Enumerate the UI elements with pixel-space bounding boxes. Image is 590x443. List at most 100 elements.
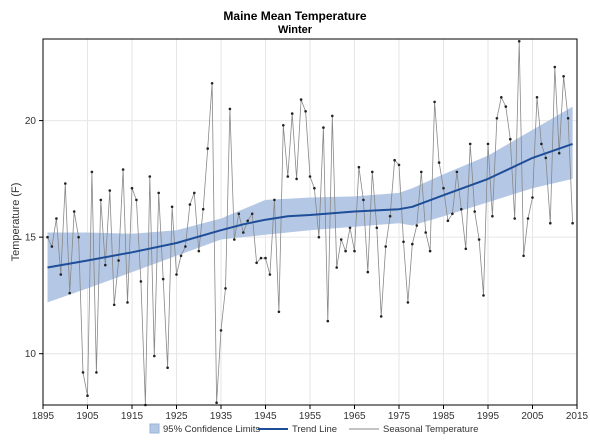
seasonal-point bbox=[348, 226, 352, 230]
seasonal-point bbox=[393, 158, 396, 162]
seasonal-point bbox=[282, 124, 285, 127]
confidence-band-area bbox=[47, 106, 573, 303]
seasonal-point bbox=[437, 161, 441, 164]
x-tick-label: 1925 bbox=[165, 411, 188, 422]
seasonal-point bbox=[268, 273, 272, 276]
seasonal-point bbox=[397, 163, 401, 167]
x-tick-label: 1985 bbox=[432, 411, 455, 422]
seasonal-point bbox=[566, 117, 570, 120]
seasonal-point bbox=[571, 221, 574, 225]
seasonal-point bbox=[540, 142, 543, 146]
seasonal-point bbox=[313, 186, 316, 190]
seasonal-point bbox=[504, 105, 508, 108]
seasonal-point bbox=[170, 205, 174, 209]
seasonal-point bbox=[77, 235, 80, 239]
seasonal-point bbox=[184, 245, 187, 248]
seasonal-point bbox=[509, 137, 512, 141]
seasonal-point bbox=[322, 126, 325, 129]
seasonal-point bbox=[379, 315, 383, 318]
legend-label: Trend Line bbox=[292, 424, 337, 435]
seasonal-point bbox=[135, 198, 138, 202]
seasonal-point bbox=[424, 231, 428, 234]
seasonal-point bbox=[215, 401, 218, 405]
legend-label: Seasonal Temperature bbox=[383, 424, 478, 435]
seasonal-point bbox=[50, 245, 54, 248]
seasonal-point bbox=[344, 249, 347, 253]
seasonal-point bbox=[55, 217, 58, 220]
seasonal-point bbox=[108, 189, 112, 192]
x-tick-label: 1955 bbox=[299, 411, 322, 422]
x-tick-label: 2005 bbox=[521, 411, 544, 422]
seasonal-point bbox=[201, 207, 205, 211]
seasonal-point bbox=[246, 219, 249, 223]
seasonal-point bbox=[331, 114, 334, 118]
seasonal-point bbox=[130, 186, 134, 190]
seasonal-point bbox=[371, 170, 374, 174]
seasonal-point bbox=[415, 224, 419, 227]
seasonal-point bbox=[259, 256, 263, 260]
seasonal-point bbox=[237, 212, 241, 216]
seasonal-point bbox=[299, 98, 303, 101]
seasonal-point bbox=[250, 212, 254, 216]
seasonal-point bbox=[317, 235, 321, 239]
seasonal-point bbox=[388, 214, 392, 218]
seasonal-point bbox=[188, 203, 192, 206]
x-tick-label: 1945 bbox=[254, 411, 277, 422]
seasonal-point bbox=[482, 294, 485, 297]
legend-label: 95% Confidence Limits bbox=[163, 424, 260, 435]
seasonal-point bbox=[326, 319, 330, 323]
seasonal-point bbox=[233, 238, 236, 241]
seasonal-point bbox=[526, 217, 530, 220]
seasonal-point bbox=[273, 198, 276, 202]
seasonal-point bbox=[362, 198, 365, 202]
seasonal-point bbox=[228, 107, 232, 111]
seasonal-point bbox=[491, 214, 494, 218]
seasonal-point bbox=[197, 249, 201, 253]
x-tick-label: 1995 bbox=[477, 411, 500, 422]
seasonal-point bbox=[59, 273, 63, 276]
seasonal-point bbox=[353, 249, 356, 253]
seasonal-point bbox=[446, 219, 450, 223]
seasonal-point bbox=[112, 303, 116, 307]
seasonal-point bbox=[428, 249, 432, 253]
seasonal-point bbox=[295, 177, 298, 181]
seasonal-point bbox=[72, 210, 76, 213]
seasonal-point bbox=[522, 254, 525, 258]
seasonal-point bbox=[308, 175, 312, 178]
seasonal-point bbox=[161, 277, 165, 281]
legend-item-band: 95% Confidence Limits bbox=[149, 423, 260, 435]
x-tick-label: 1915 bbox=[121, 411, 144, 422]
seasonal-point bbox=[206, 147, 209, 150]
seasonal-point bbox=[46, 235, 49, 239]
seasonal-point bbox=[290, 112, 294, 115]
seasonal-point bbox=[339, 238, 343, 241]
seasonal-point bbox=[464, 247, 468, 251]
seasonal-point bbox=[286, 175, 290, 178]
x-tick-label: 1905 bbox=[76, 411, 99, 422]
seasonal-point bbox=[99, 198, 103, 202]
legend: 95% Confidence Limits Trend Line Seasonal … bbox=[149, 423, 478, 435]
seasonal-point bbox=[442, 186, 445, 190]
chart-title: Maine Mean Temperature bbox=[223, 9, 366, 23]
y-axis: 10 15 20 bbox=[25, 116, 43, 360]
seasonal-point bbox=[468, 142, 472, 146]
seasonal-point bbox=[193, 191, 196, 195]
seasonal-point bbox=[366, 270, 370, 274]
seasonal-point bbox=[557, 151, 561, 155]
x-tick-label: 1975 bbox=[388, 411, 411, 422]
x-axis: 1895 1905 1915 1925 1935 1945 1955 1965 1975 1985… bbox=[32, 405, 589, 422]
seasonal-point bbox=[495, 117, 499, 120]
seasonal-point bbox=[68, 291, 71, 295]
seasonal-point bbox=[500, 96, 503, 99]
y-axis-label: Temperature (F) bbox=[10, 183, 22, 262]
seasonal-point bbox=[562, 75, 565, 78]
seasonal-point bbox=[121, 168, 125, 171]
seasonal-point bbox=[95, 371, 98, 374]
seasonal-point bbox=[402, 240, 405, 244]
seasonal-point bbox=[420, 170, 423, 174]
legend-swatch-band bbox=[149, 423, 160, 434]
seasonal-point bbox=[255, 261, 258, 265]
seasonal-point bbox=[148, 175, 152, 178]
seasonal-point bbox=[553, 65, 557, 69]
